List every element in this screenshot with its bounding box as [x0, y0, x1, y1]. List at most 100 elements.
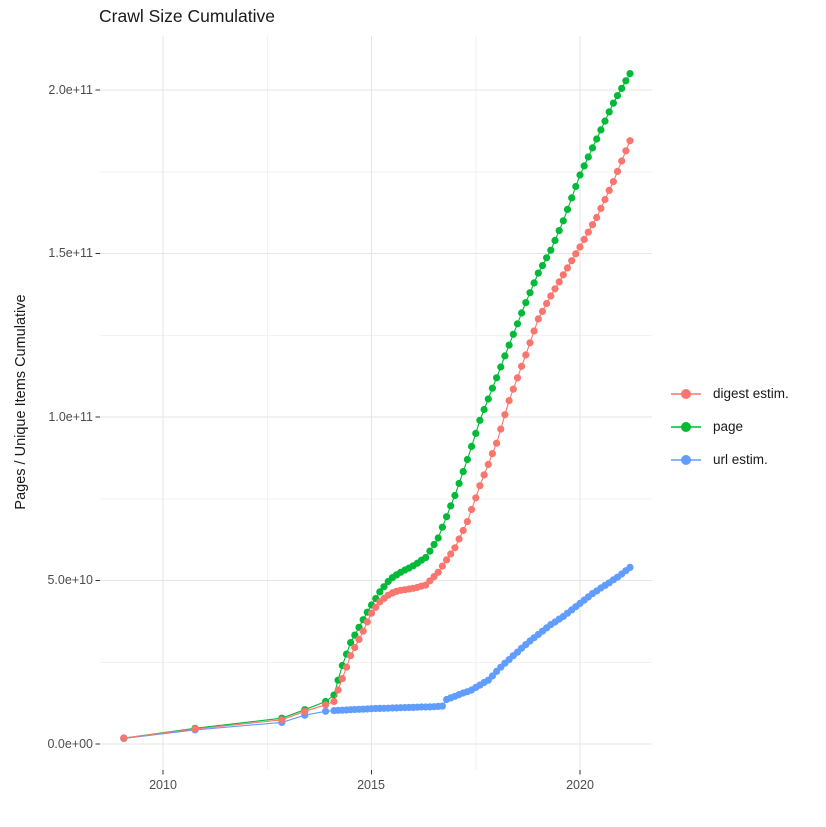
data-point [330, 697, 338, 706]
data-point [509, 330, 517, 338]
data-point [551, 285, 559, 293]
data-point [493, 439, 501, 447]
data-point [484, 395, 492, 403]
data-point [584, 228, 592, 236]
data-point [563, 264, 572, 272]
data-point [538, 262, 547, 270]
grid-major [100, 36, 652, 770]
data-point [459, 526, 467, 535]
data-point [534, 269, 542, 277]
data-point [334, 686, 342, 694]
data-point [618, 84, 626, 92]
data-point [488, 384, 496, 392]
data-point [613, 167, 622, 175]
data-point [597, 126, 605, 134]
data-point [580, 235, 588, 243]
y-axis-title: Pages / Unique Items Cumulative [13, 294, 29, 510]
data-point [443, 556, 451, 564]
data-point [580, 162, 588, 170]
data-point [572, 250, 580, 258]
legend-item-digest-estim: digest estim. [671, 377, 789, 410]
data-point [455, 479, 463, 487]
data-point [597, 204, 605, 212]
data-point [572, 182, 580, 191]
data-point [505, 341, 513, 349]
data-point [438, 562, 446, 570]
data-point [451, 491, 459, 500]
legend-dot-icon [681, 388, 691, 399]
data-point [480, 405, 488, 414]
data-point [555, 278, 563, 286]
data-point [626, 563, 634, 572]
y-tick-label-5e10: 5.0e+10 [47, 573, 93, 587]
data-point [547, 246, 555, 254]
data-point [530, 327, 538, 335]
data-point [593, 135, 601, 143]
data-point [555, 227, 563, 235]
data-point [434, 568, 442, 576]
data-point [438, 523, 446, 531]
data-point [518, 309, 526, 317]
data-point [359, 627, 367, 635]
data-point [488, 450, 496, 458]
data-point [376, 588, 384, 596]
data-point [497, 363, 505, 371]
data-point [501, 352, 509, 360]
axis-ticks [95, 89, 581, 775]
x-tick-label-2015: 2015 [357, 778, 385, 792]
legend-dot-icon [681, 421, 691, 432]
data-point [622, 147, 630, 155]
y-tick-label-0: 0.0e+00 [47, 737, 93, 751]
data-point [505, 397, 513, 405]
data-point [526, 289, 534, 297]
data-point [351, 643, 359, 652]
data-point [322, 701, 330, 709]
data-point [559, 271, 567, 279]
legend-label: url estim. [713, 452, 768, 467]
data-point [584, 153, 592, 161]
data-point [347, 639, 355, 647]
legend-item-url-estim: url estim. [671, 443, 789, 476]
data-point [422, 554, 430, 562]
data-point [601, 117, 609, 125]
data-point [609, 99, 618, 107]
series-digest-estim [120, 137, 634, 742]
data-point [522, 299, 530, 307]
data-point [576, 243, 584, 251]
data-point [120, 734, 128, 742]
data-point [468, 505, 476, 514]
data-point [626, 137, 634, 145]
legend-label: page [713, 419, 744, 434]
data-point [372, 603, 380, 611]
data-point [568, 257, 576, 265]
data-point [530, 279, 538, 287]
legend-key-url-estim [671, 454, 701, 466]
data-point [363, 618, 371, 626]
data-point [538, 307, 547, 315]
data-point [472, 429, 480, 437]
data-point [543, 254, 551, 262]
data-point [476, 416, 484, 424]
legend-dot-icon [681, 454, 691, 465]
data-point [434, 534, 442, 542]
x-tick-label-2010: 2010 [149, 778, 177, 792]
data-point [430, 540, 438, 549]
data-point [476, 482, 484, 490]
data-point [609, 178, 618, 186]
data-point [322, 707, 330, 715]
data-point [605, 108, 613, 116]
series-url-estim [120, 563, 634, 743]
data-point [459, 468, 467, 476]
legend-item-page: page [671, 410, 789, 443]
legend-label: digest estim. [713, 386, 789, 401]
data-point [443, 513, 451, 521]
data-point [488, 672, 496, 680]
data-point [518, 362, 526, 370]
data-point [618, 157, 626, 165]
data-point [463, 518, 471, 526]
y-tick-label-1.5e11: 1.5e+11 [48, 246, 93, 260]
data-point [613, 92, 622, 100]
y-tick-label-2e11: 2.0e+11 [48, 83, 93, 97]
data-point [513, 320, 522, 328]
